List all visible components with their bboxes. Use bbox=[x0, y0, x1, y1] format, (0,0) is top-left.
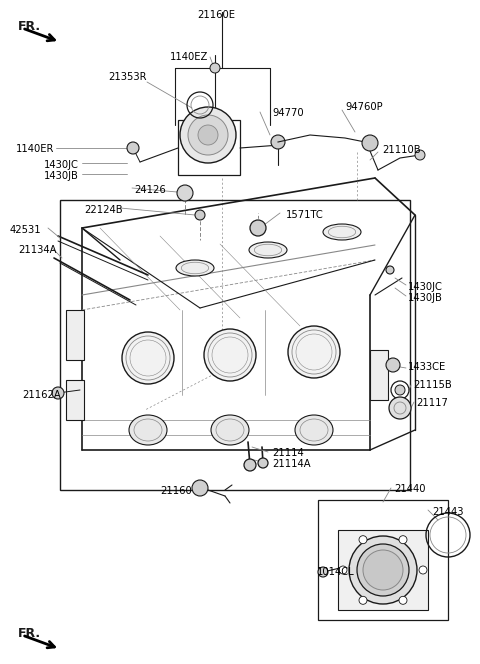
Circle shape bbox=[359, 536, 367, 544]
Text: 21115B: 21115B bbox=[413, 380, 452, 390]
Circle shape bbox=[288, 326, 340, 378]
Bar bbox=[370, 350, 388, 400]
Circle shape bbox=[363, 550, 403, 590]
Text: 21114A: 21114A bbox=[272, 459, 311, 469]
Text: 21440: 21440 bbox=[394, 484, 425, 494]
Text: 24126: 24126 bbox=[134, 185, 166, 195]
Ellipse shape bbox=[211, 415, 249, 445]
Text: 94770: 94770 bbox=[272, 108, 304, 118]
Text: 94760P: 94760P bbox=[345, 102, 383, 112]
Text: 21114: 21114 bbox=[272, 448, 304, 458]
Bar bbox=[318, 500, 448, 620]
Ellipse shape bbox=[323, 224, 361, 240]
Text: 21160E: 21160E bbox=[197, 10, 235, 20]
Bar bbox=[178, 120, 240, 175]
Bar bbox=[66, 380, 84, 420]
Circle shape bbox=[258, 458, 268, 468]
Text: 1430JB: 1430JB bbox=[408, 293, 443, 303]
Text: 1430JC: 1430JC bbox=[408, 282, 443, 292]
Circle shape bbox=[195, 210, 205, 220]
Circle shape bbox=[339, 566, 347, 574]
Text: 1014CL: 1014CL bbox=[317, 567, 355, 577]
Ellipse shape bbox=[295, 415, 333, 445]
Circle shape bbox=[349, 536, 417, 604]
Text: 21117: 21117 bbox=[416, 398, 448, 408]
Bar bbox=[66, 310, 84, 360]
Circle shape bbox=[359, 596, 367, 604]
Ellipse shape bbox=[129, 415, 167, 445]
Circle shape bbox=[415, 150, 425, 160]
Circle shape bbox=[180, 107, 236, 163]
Text: 21110B: 21110B bbox=[382, 145, 420, 155]
Text: FR.: FR. bbox=[18, 20, 41, 33]
Circle shape bbox=[192, 480, 208, 496]
Circle shape bbox=[419, 566, 427, 574]
Circle shape bbox=[198, 125, 218, 145]
Text: 21353R: 21353R bbox=[108, 72, 146, 82]
Text: 1430JC: 1430JC bbox=[44, 160, 79, 170]
Text: 21443: 21443 bbox=[432, 507, 464, 517]
Circle shape bbox=[210, 63, 220, 73]
Text: 1433CE: 1433CE bbox=[408, 362, 446, 372]
Circle shape bbox=[386, 358, 400, 372]
Text: FR.: FR. bbox=[18, 627, 41, 640]
Bar bbox=[338, 530, 428, 610]
Circle shape bbox=[395, 385, 405, 395]
Circle shape bbox=[399, 596, 407, 604]
Text: 1571TC: 1571TC bbox=[286, 210, 324, 220]
Text: 1430JB: 1430JB bbox=[44, 171, 79, 181]
Text: 1140ER: 1140ER bbox=[16, 144, 54, 154]
Text: 21162A: 21162A bbox=[22, 390, 61, 400]
Circle shape bbox=[177, 185, 193, 201]
Text: 1140EZ: 1140EZ bbox=[170, 52, 208, 62]
Circle shape bbox=[389, 397, 411, 419]
Text: 42531: 42531 bbox=[10, 225, 42, 235]
Circle shape bbox=[250, 220, 266, 236]
Circle shape bbox=[357, 544, 409, 596]
Text: 21134A: 21134A bbox=[18, 245, 57, 255]
Circle shape bbox=[188, 115, 228, 155]
Circle shape bbox=[52, 387, 64, 399]
Circle shape bbox=[362, 135, 378, 151]
Circle shape bbox=[127, 142, 139, 154]
Circle shape bbox=[399, 536, 407, 544]
Bar bbox=[60, 200, 410, 490]
Circle shape bbox=[271, 135, 285, 149]
Circle shape bbox=[386, 266, 394, 274]
Circle shape bbox=[318, 567, 328, 577]
Circle shape bbox=[244, 459, 256, 471]
Circle shape bbox=[204, 329, 256, 381]
Ellipse shape bbox=[176, 260, 214, 276]
Text: 21160: 21160 bbox=[160, 486, 192, 496]
Text: 22124B: 22124B bbox=[84, 205, 122, 215]
Ellipse shape bbox=[249, 242, 287, 258]
Circle shape bbox=[122, 332, 174, 384]
